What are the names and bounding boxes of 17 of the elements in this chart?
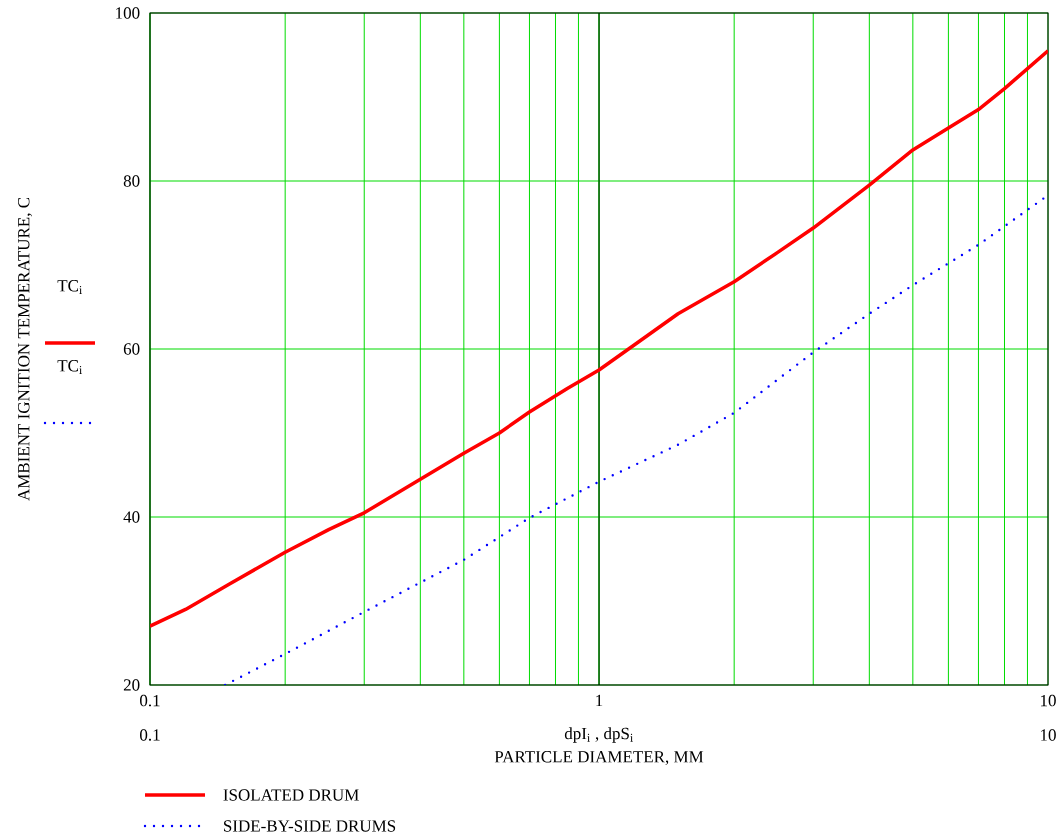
y-axis-title: AMBIENT IGNITION TEMPERATURE, C [18, 197, 32, 501]
x-tick-label: 1 [596, 694, 603, 707]
x-tick-label: 10 [1040, 694, 1056, 707]
text: dpI$_{i}$ , dpS$_{i}$ [564, 727, 634, 743]
y-tick-label: 80 [123, 175, 140, 187]
y-tick-label: 40 [123, 511, 140, 523]
legend-label: SIDE-BY-SIDE DRUMS [224, 820, 396, 832]
text: 0.1 [140, 729, 160, 741]
y-tick-label: 60 [123, 343, 140, 355]
legend-label: ISOLATED DRUM [223, 789, 359, 801]
y-tick-label: 20 [123, 679, 140, 691]
x-axis-title: PARTICLE DIAMETER, MM [494, 751, 704, 765]
text: TC$_{i}$ [57, 360, 83, 374]
y-tick-label: 100 [116, 7, 140, 19]
text: TC$_{i}$ [57, 280, 83, 294]
x-tick-label: 0.1 [140, 694, 160, 707]
text: 10 [1041, 729, 1056, 741]
